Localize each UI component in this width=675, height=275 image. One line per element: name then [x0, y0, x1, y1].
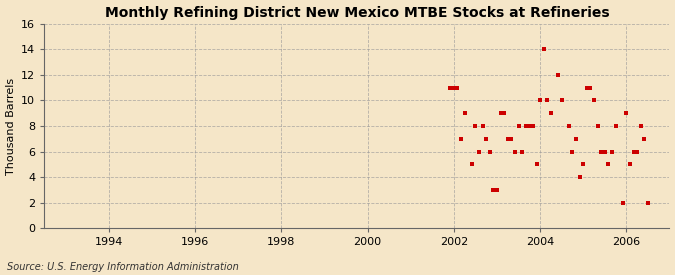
Point: [474, 149, 485, 154]
Point: [542, 98, 553, 103]
Point: [599, 149, 610, 154]
Point: [618, 200, 628, 205]
Point: [639, 137, 650, 141]
Point: [603, 162, 614, 167]
Point: [502, 137, 513, 141]
Point: [456, 137, 466, 141]
Point: [545, 111, 556, 115]
Point: [624, 162, 635, 167]
Point: [585, 85, 596, 90]
Point: [452, 85, 463, 90]
Point: [448, 85, 459, 90]
Point: [527, 124, 538, 128]
Point: [635, 124, 646, 128]
Text: Source: U.S. Energy Information Administration: Source: U.S. Energy Information Administ…: [7, 262, 238, 272]
Point: [574, 175, 585, 179]
Point: [621, 111, 632, 115]
Point: [592, 124, 603, 128]
Point: [589, 98, 599, 103]
Point: [495, 111, 506, 115]
Point: [535, 98, 545, 103]
Point: [553, 73, 564, 77]
Point: [564, 124, 574, 128]
Point: [628, 149, 639, 154]
Point: [481, 137, 491, 141]
Point: [466, 162, 477, 167]
Y-axis label: Thousand Barrels: Thousand Barrels: [5, 77, 16, 175]
Point: [513, 124, 524, 128]
Point: [531, 162, 542, 167]
Point: [445, 85, 456, 90]
Point: [556, 98, 567, 103]
Point: [491, 188, 502, 192]
Point: [470, 124, 481, 128]
Point: [524, 124, 535, 128]
Point: [610, 124, 621, 128]
Point: [538, 47, 549, 51]
Point: [488, 188, 499, 192]
Point: [581, 85, 592, 90]
Point: [570, 137, 581, 141]
Point: [459, 111, 470, 115]
Point: [477, 124, 488, 128]
Point: [506, 137, 517, 141]
Point: [607, 149, 618, 154]
Point: [643, 200, 653, 205]
Point: [632, 149, 643, 154]
Point: [510, 149, 520, 154]
Point: [567, 149, 578, 154]
Point: [578, 162, 589, 167]
Title: Monthly Refining District New Mexico MTBE Stocks at Refineries: Monthly Refining District New Mexico MTB…: [105, 6, 609, 20]
Point: [485, 149, 495, 154]
Point: [517, 149, 528, 154]
Point: [520, 124, 531, 128]
Point: [596, 149, 607, 154]
Point: [499, 111, 510, 115]
